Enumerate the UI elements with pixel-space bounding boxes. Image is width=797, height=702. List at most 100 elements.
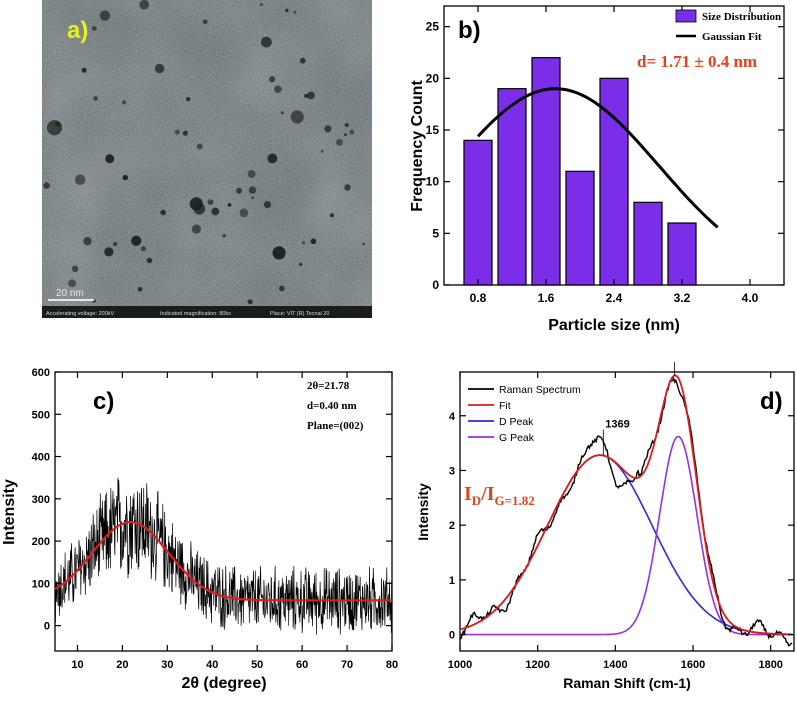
x-tick-label: 80 [386,659,398,671]
nanoparticle [263,201,272,209]
id-ig-ratio-annotation: ID/IG=1.82 [464,483,535,508]
nanoparticle [248,186,257,194]
legend-raman-spectrum-label: Raman Spectrum [499,384,581,396]
nanoparticle [74,174,86,186]
tem-scale-label: 20 nm [56,288,84,299]
nanoparticle [207,199,214,206]
nanoparticle [174,129,180,135]
y-tick-label: 0 [432,278,439,292]
xrd-x-ticks: 10 20 30 40 50 60 70 80 [71,372,398,671]
nanoparticle [154,63,165,74]
xrd-annotation-d-spacing: d=0.40 nm [307,400,357,412]
nanoparticle [227,203,232,207]
xrd-chart: 10 20 30 40 50 60 70 80 0 100 200 300 400 500 600 2θ … [1,367,398,692]
nanoparticle [71,265,79,272]
x-tick-label: 1600 [681,659,705,671]
nanoparticle-dots [43,0,365,305]
x-tick-label: 1000 [448,659,472,671]
xrd-y-axis-label: Intensity [1,479,18,545]
y-tick-label: 300 [32,494,50,506]
x-tick-label: 50 [251,659,263,671]
nanoparticle [302,241,306,245]
nanoparticle [83,237,92,246]
nanoparticle [93,96,98,101]
raman-x-axis-label: Raman Shift (cm-1) [563,675,691,691]
histogram-bar [599,77,629,286]
histogram-y-axis-label: Frequency Count [409,80,426,212]
nanoparticle [182,130,188,136]
raman-x-ticks: 1000 1200 1400 1600 1800 [448,372,783,671]
y-tick-label: 3 [449,465,455,477]
panel-c-label: c) [93,388,114,415]
histogram-bar [463,139,493,286]
x-tick-label: 30 [161,659,173,671]
y-tick-label: 0 [44,621,50,633]
nanoparticle [344,133,347,137]
nanoparticle [202,19,208,25]
nanoparticle [140,246,146,252]
legend-size-distribution-label: Size Distribution [702,11,781,23]
y-tick-label: 100 [32,578,50,590]
nanoparticle [299,262,303,266]
mean-diameter-annotation: d= 1.71 ± 0.4 nm [637,52,757,71]
ratio-slash: /I [480,483,495,505]
histogram-bar [565,170,595,286]
nanoparticle [280,111,284,115]
nanoparticle [304,93,309,98]
y-tick-label: 1 [449,575,455,587]
nanoparticle [267,153,278,164]
y-tick-label: 0 [449,630,455,642]
y-tick-label: 200 [32,536,50,548]
xrd-fit-curve [54,521,392,602]
y-tick-label: 25 [426,20,440,34]
y-tick-label: 20 [426,71,440,85]
ratio-g-subscript-value: G=1.82 [495,493,535,508]
nanoparticle [122,100,127,105]
nanoparticle [196,143,203,150]
nanoparticle [274,85,282,93]
nanoparticle [329,213,334,218]
y-tick-label: 400 [32,452,50,464]
nanoparticle [299,57,306,64]
histogram-panel: 0.8 1.6 2.4 3.2 4.0 0 5 10 15 20 25 Particle size… [398,0,797,345]
nanoparticle [247,299,253,305]
tem-footer-place: Place: VIT (R) Tecnai 20 [270,311,329,317]
nanoparticle [113,242,118,246]
nanoparticle [344,184,351,191]
nanoparticle [160,209,166,216]
nanoparticle [349,129,355,135]
histogram-chart: 0.8 1.6 2.4 3.2 4.0 0 5 10 15 20 25 Particle size… [409,5,785,334]
xrd-y-ticks: 0 100 200 300 400 500 600 [32,367,392,633]
nanoparticle [222,234,226,238]
histogram-bar [633,201,663,286]
nanoparticle [104,247,114,257]
nanoparticle [236,187,243,194]
nanoparticle [186,97,191,102]
nanoparticle [278,285,285,292]
y-tick-label: 4 [449,411,456,423]
nanoparticle [307,91,315,100]
raman-fit-curve [459,374,793,636]
nanoparticle [320,150,324,153]
nanoparticle [362,242,365,246]
nanoparticle [137,287,143,292]
nanoparticle [251,196,254,199]
nanoparticle [336,138,343,146]
histogram-legend: Size Distribution Gaussian Fit [675,9,781,43]
nanoparticle [261,36,272,48]
tem-footer-voltage: Accelerating voltage: 200kV [46,311,115,317]
nanoparticle [293,10,297,14]
panel-d-label: d) [760,388,783,415]
nanoparticle [211,207,220,216]
xrd-annotation-two-theta: 2θ=21.78 [307,380,350,392]
nanoparticle [239,208,249,218]
nanoparticle [324,125,332,133]
panel-b-label: b) [458,17,481,44]
y-tick-label: 10 [426,175,440,189]
tem-footer-magnification: Indicated magnification: 80kx [160,311,231,317]
panel-a-label: a) [67,17,88,44]
x-tick-label: 2.4 [606,291,623,305]
histogram-x-ticks: 0.8 1.6 2.4 3.2 4.0 [470,6,759,305]
x-tick-label: 0.8 [470,291,487,305]
